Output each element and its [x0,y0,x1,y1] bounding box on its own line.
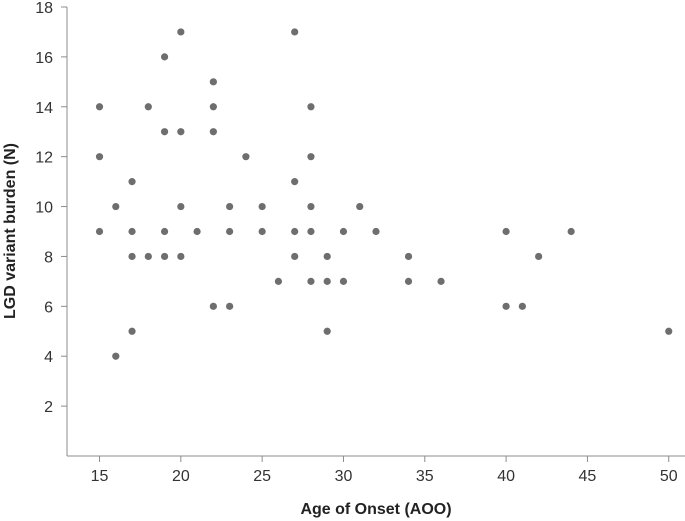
data-point [307,153,315,161]
y-tick-label: 2 [44,399,53,416]
data-point [339,227,348,236]
data-point [535,252,543,261]
data-point [307,277,315,285]
data-point [518,302,526,310]
x-tick-label: 30 [335,468,353,485]
data-point [226,302,234,310]
data-point [226,202,234,211]
y-tick-label: 14 [35,100,53,117]
data-point [323,277,331,285]
x-tick-label: 40 [497,468,515,485]
data-point [144,252,152,261]
data-point [160,128,169,136]
x-axis-title: Age of Onset (AOO) [300,501,451,518]
data-point [160,227,169,236]
data-point [177,28,185,36]
data-point [372,227,380,236]
data-point [128,178,136,186]
data-point [128,227,136,236]
data-point [177,128,185,136]
data-point [242,153,250,161]
data-point [209,78,217,86]
data-point [665,327,673,335]
data-point [323,252,331,261]
data-point [177,252,185,261]
data-point [339,277,348,285]
data-point [404,277,413,285]
y-tick-label: 18 [35,0,53,17]
y-axis-title: LGD variant burden (N) [2,143,19,319]
y-axis-ticks: 2 4 6 8 10 12 14 16 18 [35,0,67,416]
y-tick-label: 6 [44,299,53,316]
data-point [567,227,575,236]
data-point [502,227,510,236]
data-point [95,227,104,236]
data-point [258,227,266,236]
data-point [128,252,136,261]
data-point [209,103,217,111]
data-point [160,53,169,61]
data-point [291,227,299,236]
data-point [291,252,299,261]
data-point [128,327,136,335]
y-tick-label: 12 [35,150,53,167]
data-point [437,277,445,285]
x-tick-label: 45 [579,468,597,485]
data-point [307,103,315,111]
data-point [258,202,266,211]
data-point [291,28,299,36]
data-point [95,103,104,111]
data-point [209,128,217,136]
x-tick-label: 35 [416,468,434,485]
data-point [291,178,299,186]
data-point [177,202,185,211]
y-tick-label: 16 [35,50,53,67]
x-axis-ticks: 15 20 25 30 35 40 45 50 [91,456,678,485]
data-point [226,227,234,236]
x-tick-label: 15 [91,468,109,485]
data-point [160,252,169,261]
data-point [307,202,315,211]
data-point [404,252,413,261]
data-point [112,352,120,360]
data-point [95,153,104,161]
data-point [307,227,315,236]
x-tick-label: 20 [172,468,190,485]
data-point [112,202,120,211]
x-tick-label: 25 [253,468,271,485]
data-point [356,202,364,211]
data-points [95,28,673,360]
data-point [323,327,331,335]
y-tick-label: 4 [44,349,53,366]
data-point [502,302,510,310]
data-point [209,302,217,310]
x-tick-label: 50 [660,468,678,485]
data-point [274,277,283,285]
data-point [144,103,152,111]
y-tick-label: 10 [35,200,53,217]
y-tick-label: 8 [44,249,53,266]
data-point [193,227,201,236]
